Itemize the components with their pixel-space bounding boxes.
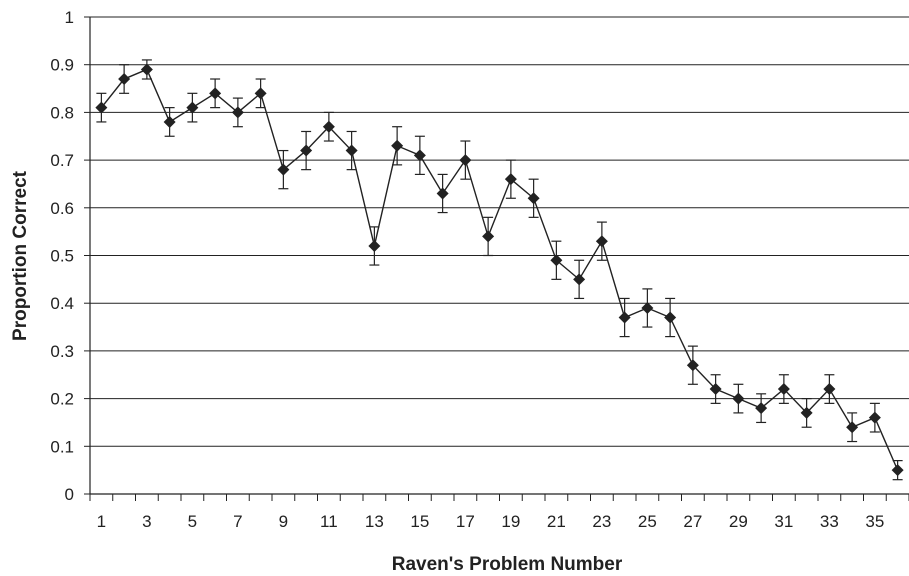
data-point [140,63,153,76]
gridlines [90,16,909,447]
y-tick-label: 0.4 [50,294,74,313]
data-point [527,192,540,205]
x-tick-label: 29 [729,512,748,531]
data-point [368,239,381,252]
data-point [891,464,904,477]
data-point [277,163,290,176]
data-point [163,115,176,128]
y-tick-label: 0.5 [50,247,74,266]
data-point [436,187,449,200]
y-tick-label: 0.1 [50,437,74,456]
y-tick-label: 0 [65,485,74,504]
x-axis-title: Raven's Problem Number [392,554,623,575]
data-point [550,254,563,267]
data-point [231,106,244,119]
data-point [755,402,768,415]
y-tick-label: 0.7 [50,151,74,170]
x-tick-label: 25 [638,512,657,531]
x-tick-label: 13 [365,512,384,531]
data-point [254,87,267,100]
y-tick-label: 0.9 [50,56,74,75]
data-point [300,144,313,157]
x-tick-label: 23 [592,512,611,531]
y-tick-label: 0.2 [50,390,74,409]
data-point [573,273,586,286]
data-point [186,101,199,114]
tick-labels: 00.10.20.30.40.50.60.70.80.911 3 5 7 9 11 13 15… [50,8,884,531]
data-point [618,311,631,324]
x-tick-label: 27 [683,512,702,531]
x-tick-label: 15 [410,512,429,531]
data-point [391,139,404,152]
data-point [482,230,495,243]
y-tick-label: 0.3 [50,342,74,361]
data-point [664,311,677,324]
data-point [641,301,654,314]
data-point [322,120,335,133]
data-point [686,359,699,372]
x-tick-label: 5 [188,512,197,531]
error-bars [96,59,903,481]
x-tick-label: 21 [547,512,566,531]
y-tick-label: 1 [65,8,74,27]
x-tick-label: 33 [820,512,839,531]
data-point [800,406,813,419]
x-tick-label: 31 [774,512,793,531]
data-point [413,149,426,162]
data-point [732,392,745,405]
series-line [100,68,899,471]
x-tick-label: 7 [233,512,242,531]
data-point [504,173,517,186]
data-point [777,383,790,396]
y-axis-title: Proportion Correct [10,170,31,341]
y-tick-label: 0.8 [50,103,74,122]
x-tick-label: 17 [456,512,475,531]
x-tick-label: 3 [142,512,151,531]
data-point [595,235,608,248]
x-tick-label: 1 [97,512,106,531]
data-series [95,63,904,477]
data-point [118,73,131,86]
data-point [823,383,836,396]
axes [84,16,909,501]
data-point [868,411,881,424]
data-point [709,383,722,396]
x-tick-label: 9 [279,512,288,531]
data-point [345,144,358,157]
x-tick-label: 19 [501,512,520,531]
x-tick-label: 11 [320,512,338,531]
y-tick-label: 0.6 [50,199,74,218]
data-point [209,87,222,100]
data-point [459,154,472,167]
x-tick-label: 35 [865,512,884,531]
data-point [846,421,859,434]
data-point [95,101,108,114]
